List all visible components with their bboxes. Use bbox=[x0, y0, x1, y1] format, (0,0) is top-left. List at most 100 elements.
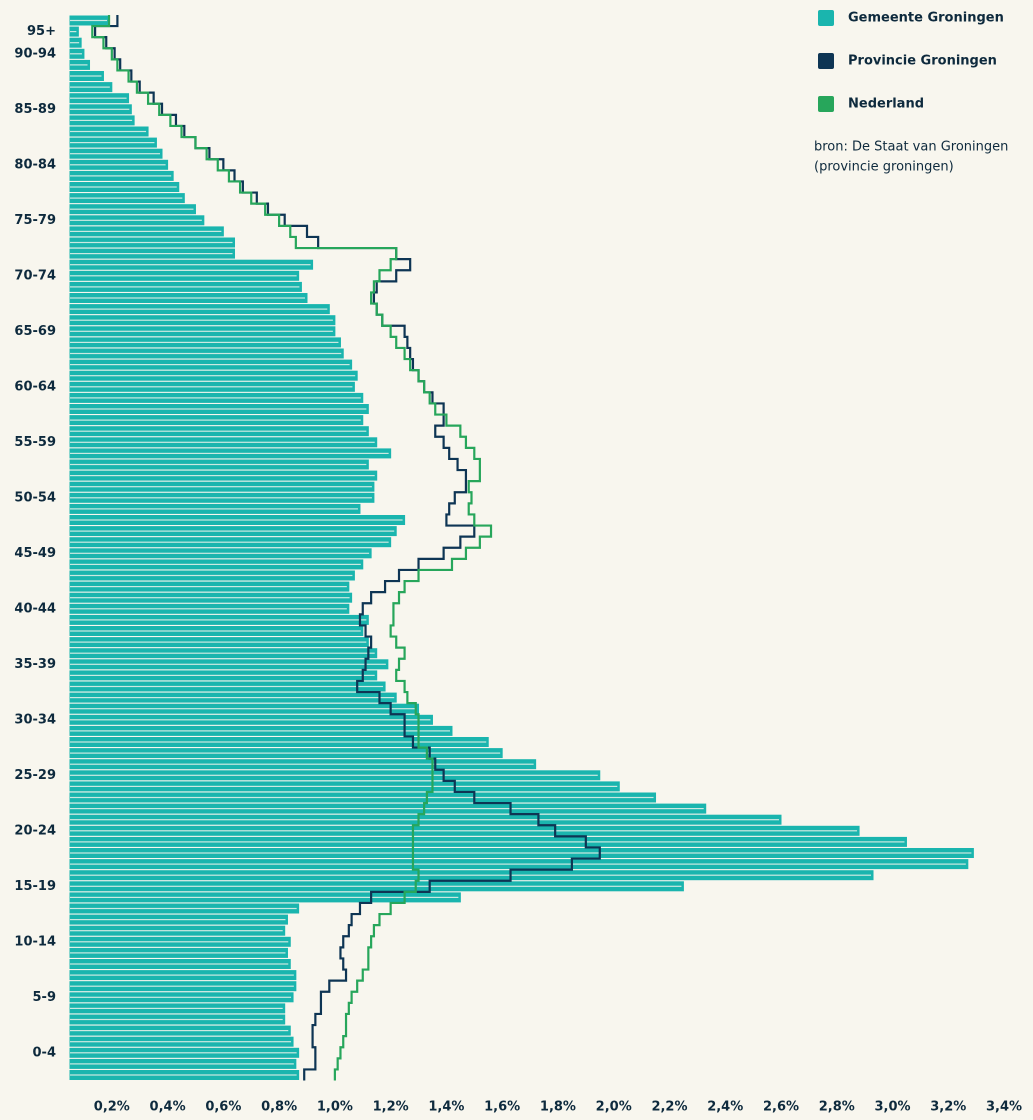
bar-highlight bbox=[70, 219, 202, 221]
x-tick-label: 0,2% bbox=[94, 1100, 130, 1115]
bar-highlight bbox=[70, 208, 194, 210]
y-tick-label: 75-79 bbox=[14, 213, 56, 228]
bar-highlight bbox=[70, 408, 367, 410]
bar-highlight bbox=[70, 319, 333, 321]
bar-highlight bbox=[70, 153, 161, 155]
bar-highlight bbox=[70, 253, 233, 255]
bar-highlight bbox=[70, 430, 367, 432]
bar-highlight bbox=[70, 796, 654, 799]
x-tick-label: 1,2% bbox=[373, 1100, 409, 1115]
bar-highlight bbox=[70, 175, 172, 177]
bar-highlight bbox=[70, 53, 82, 55]
bar-highlight bbox=[70, 808, 704, 810]
bar-highlight bbox=[70, 996, 292, 998]
bar-highlight bbox=[70, 1041, 292, 1043]
bar-highlight bbox=[70, 763, 534, 765]
bar-highlight bbox=[70, 930, 283, 932]
bar-highlight bbox=[70, 985, 294, 987]
y-tick-label: 90-94 bbox=[14, 46, 56, 61]
bar-highlight bbox=[70, 941, 289, 943]
x-tick-label: 3,0% bbox=[874, 1100, 910, 1115]
bar-highlight bbox=[70, 452, 389, 454]
x-tick-label: 2,4% bbox=[707, 1100, 743, 1115]
bar-highlight bbox=[70, 19, 108, 22]
bar-highlight bbox=[70, 264, 311, 266]
bar-highlight bbox=[70, 963, 289, 965]
bar-highlight bbox=[70, 608, 347, 610]
bar-highlight bbox=[70, 741, 487, 743]
y-tick-label: 20-24 bbox=[14, 823, 56, 838]
source-note: (provincie groningen) bbox=[814, 160, 954, 175]
bar-highlight bbox=[70, 497, 372, 499]
legend-label: Nederland bbox=[848, 97, 924, 112]
x-tick-label: 0,4% bbox=[150, 1100, 186, 1115]
y-tick-label: 35-39 bbox=[14, 657, 56, 672]
x-tick-label: 2,2% bbox=[651, 1100, 687, 1115]
bar-highlight bbox=[70, 952, 286, 954]
bar-highlight bbox=[70, 475, 375, 477]
legend-label: Provincie Groningen bbox=[848, 54, 997, 69]
step-line bbox=[91, 14, 493, 1081]
bar-highlight bbox=[70, 86, 110, 88]
bar-highlight bbox=[70, 397, 361, 399]
bar-highlight bbox=[70, 341, 339, 343]
bar-highlight bbox=[70, 463, 367, 466]
bar-highlight bbox=[70, 241, 233, 244]
x-tick-label: 3,4% bbox=[986, 1100, 1022, 1115]
bar-highlight bbox=[70, 730, 450, 732]
bar-highlight bbox=[70, 819, 779, 821]
bar-highlight bbox=[70, 541, 389, 543]
bar-highlight bbox=[70, 297, 305, 299]
bar-highlight bbox=[70, 896, 459, 898]
bar-highlight bbox=[70, 574, 353, 577]
bar-highlight bbox=[70, 907, 297, 910]
bar-highlight bbox=[70, 663, 386, 665]
bar-highlight bbox=[70, 164, 166, 166]
bar-highlight bbox=[70, 197, 183, 199]
bar-highlight bbox=[70, 563, 361, 565]
y-tick-label: 30-34 bbox=[14, 712, 56, 727]
bar-highlight bbox=[70, 286, 300, 288]
bar-highlight bbox=[70, 508, 358, 510]
bar-highlight bbox=[70, 974, 294, 976]
bar-highlight bbox=[70, 630, 361, 632]
bar-highlight bbox=[70, 519, 403, 521]
y-tick-label: 25-29 bbox=[14, 768, 56, 783]
bar-highlight bbox=[70, 874, 872, 876]
y-tick-label: 0-4 bbox=[33, 1045, 57, 1060]
x-tick-label: 1,4% bbox=[428, 1100, 464, 1115]
bar-highlight bbox=[70, 75, 102, 77]
source-note: bron: De Staat van Groningen bbox=[814, 140, 1008, 155]
x-tick-label: 0,8% bbox=[261, 1100, 297, 1115]
y-tick-label: 50-54 bbox=[14, 490, 56, 505]
bar-highlight bbox=[70, 352, 342, 355]
bar-highlight bbox=[70, 597, 350, 599]
bar-highlight bbox=[70, 530, 395, 532]
bar-highlight bbox=[70, 885, 682, 887]
bar-highlight bbox=[70, 752, 501, 754]
bar-highlight bbox=[70, 419, 361, 421]
x-tick-label: 1,6% bbox=[484, 1100, 520, 1115]
bar-highlight bbox=[70, 641, 367, 643]
bar-highlight bbox=[70, 619, 367, 621]
legend-swatch bbox=[818, 96, 834, 112]
bar-highlight bbox=[70, 708, 417, 710]
bar-highlight bbox=[70, 652, 375, 654]
bar-highlight bbox=[70, 919, 286, 921]
bar-highlight bbox=[70, 486, 372, 488]
bar-highlight bbox=[70, 852, 972, 854]
y-tick-label: 10-14 bbox=[14, 934, 56, 949]
bar-highlight bbox=[70, 774, 598, 776]
x-tick-label: 2,0% bbox=[596, 1100, 632, 1115]
bar-highlight bbox=[70, 119, 133, 121]
bar-highlight bbox=[70, 1063, 294, 1065]
y-tick-label: 40-44 bbox=[14, 601, 56, 616]
bar-highlight bbox=[70, 841, 905, 843]
legend-swatch bbox=[818, 53, 834, 69]
y-tick-label: 95+ bbox=[27, 24, 56, 39]
y-tick-label: 85-89 bbox=[14, 102, 56, 117]
bar-highlight bbox=[70, 719, 431, 721]
x-tick-label: 2,6% bbox=[763, 1100, 799, 1115]
bar-highlight bbox=[70, 275, 297, 277]
